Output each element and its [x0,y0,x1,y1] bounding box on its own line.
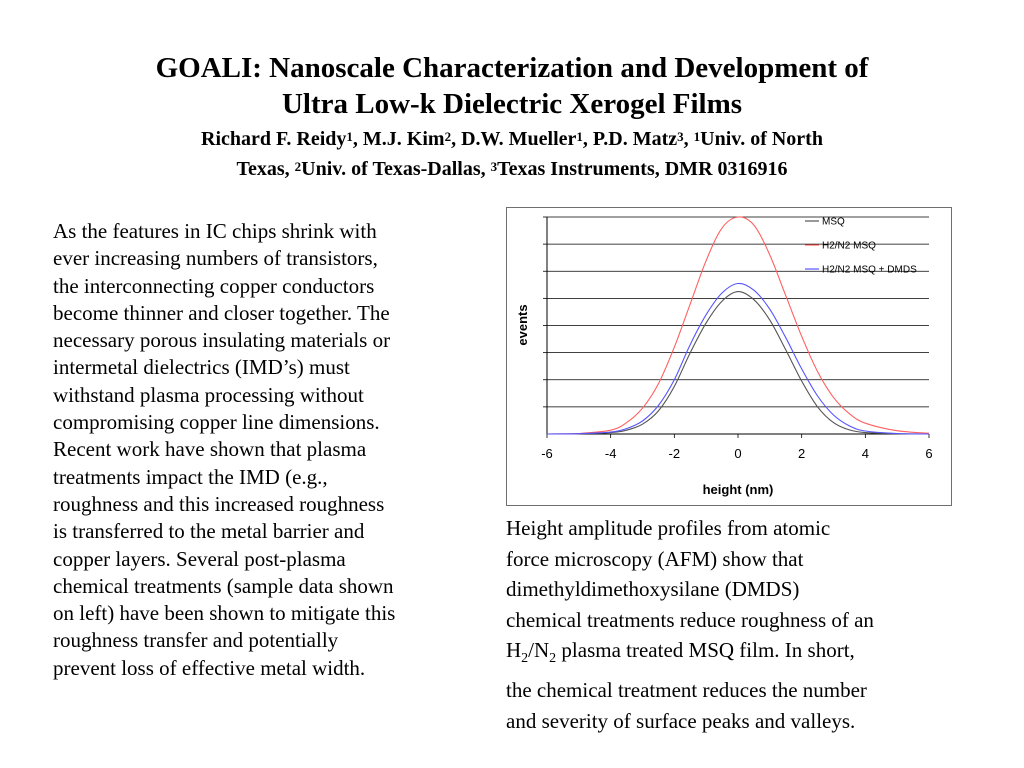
body-line: necessary porous insulating materials or [53,328,391,353]
grid-lines [547,216,929,408]
author-4-sup: 3 [677,129,684,144]
author-2-sup: 2 [444,129,452,144]
caption-line: and severity of surface peaks and valley… [506,708,856,733]
series-line-1 [546,291,930,435]
caption-sub-2: 2 [549,651,557,667]
affiliation-2-sup: 2 [294,159,302,174]
caption-line: the chemical treatment reduces the numbe… [506,678,867,703]
author-4: , P.D. Matz [582,128,678,150]
chart-frame: -6 -4 -2 0 2 4 6 MSQ H2/N2 MSQ H2/N2 MSQ + DMDS … [506,207,952,506]
y-axis-label: events [515,304,530,345]
figure-caption: Height amplitude profiles from atomic fo… [506,513,966,736]
affiliation-2: Univ. of Texas-Dallas, [301,158,491,180]
legend-label: MSQ [822,217,845,228]
body-line: on left) have been shown to mitigate thi… [53,601,396,626]
body-line: ever increasing numbers of transistors, [53,246,378,271]
x-tick-label: -6 [541,446,553,461]
axis-labels: height (nm) events [515,304,773,497]
series-line-2 [546,216,930,435]
author-3-sup: 1 [576,129,583,144]
series-lines [546,216,930,435]
legend: MSQ H2/N2 MSQ H2/N2 MSQ + DMDS [805,217,917,276]
body-line: is transferred to the metal barrier and [53,519,365,544]
body-line: become thinner and closer together. The [53,300,390,325]
legend-label: H2/N2 MSQ + DMDS [822,265,917,276]
body-line: withstand plasma processing without [53,382,364,407]
body-line: intermetal dielectrics (IMD’s) must [53,355,350,380]
affiliation-3-sup: 3 [490,159,498,174]
caption-line: Height amplitude profiles from atomic [506,516,831,540]
author-1: Richard F. Reidy [201,128,347,150]
caption-rest: plasma treated MSQ film. In short, [556,638,855,663]
x-tick-label: 0 [734,446,741,461]
affiliation-1-sup: 1 [693,129,701,144]
body-line: Recent work have shown that plasma [53,437,367,462]
legend-label: H2/N2 MSQ [822,241,876,252]
affiliation-3: Texas Instruments, DMR 0316916 [497,158,788,180]
x-tick-label: -4 [605,446,617,461]
affiliation-1-cont: Texas, [236,158,295,180]
x-tick-label: 6 [925,446,932,461]
caption-line: chemical treatments reduce roughness of … [506,607,874,632]
body-line: As the features in IC chips shrink with [53,219,377,243]
series-line-3 [546,282,930,435]
authors: Richard F. Reidy1, M.J. Kim2, D.W. Muell… [40,124,984,184]
body-line: treatments impact the IMD (e.g., [53,464,328,489]
title-line-1: GOALI: Nanoscale Characterization and De… [155,52,869,84]
author-2: , M.J. Kim [352,128,445,150]
author-1-sup: 1 [346,129,353,144]
body-line: roughness transfer and potentially [53,628,339,653]
author-3: , D.W. Mueller [451,128,577,150]
title-line-2: Ultra Low-k Dielectric Xerogel Films [281,88,743,120]
body-line: compromising copper line dimensions. [53,410,380,435]
caption-n: /N [528,638,550,663]
x-tick-label: 4 [862,446,869,461]
body-line: chemical treatments (sample data shown [53,573,394,598]
author-sep: , [683,128,694,150]
x-tick-label: -2 [669,446,681,461]
body-line: copper layers. Several post-plasma [53,546,346,571]
caption-h: H [506,638,522,663]
body-line: roughness and this increased roughness [53,491,385,516]
caption-line: H2/N2 plasma treated MSQ film. In short, [506,635,966,675]
title-block: GOALI: Nanoscale Characterization and De… [40,50,984,184]
body-line: the interconnecting copper conductors [53,273,375,298]
x-axis-label: height (nm) [703,482,774,497]
affiliation-1: Univ. of North [700,128,823,150]
x-tick-label: 2 [798,446,805,461]
body-line: prevent loss of effective metal width. [53,655,366,680]
axes: -6 -4 -2 0 2 4 6 [541,216,933,461]
slide-title: GOALI: Nanoscale Characterization and De… [40,50,984,122]
caption-line: force microscopy (AFM) show that [506,546,804,571]
caption-line: dimethyldimethoxysilane (DMDS) [506,577,800,602]
body-text: As the features in IC chips shrink with … [53,218,478,682]
caption-sub-1: 2 [521,651,529,667]
